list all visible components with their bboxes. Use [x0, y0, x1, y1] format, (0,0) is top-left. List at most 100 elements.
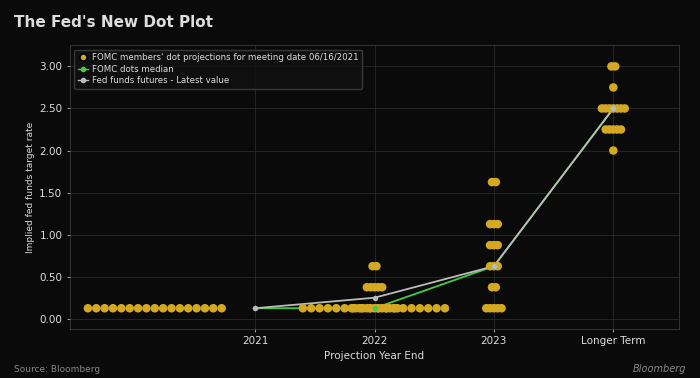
Point — [369, 305, 380, 311]
Point — [610, 64, 621, 70]
Point — [350, 305, 361, 311]
Point — [347, 305, 358, 311]
Point — [484, 242, 496, 248]
Point — [392, 305, 403, 311]
Point — [481, 305, 492, 311]
Point — [492, 263, 503, 269]
Point — [354, 305, 365, 311]
Point — [615, 127, 626, 133]
Point — [612, 105, 623, 112]
Point — [367, 263, 378, 269]
Point — [489, 263, 500, 269]
Point — [372, 305, 384, 311]
Point — [371, 263, 382, 269]
Point — [489, 263, 500, 269]
Point — [608, 84, 619, 90]
Point — [330, 305, 342, 311]
Point — [99, 305, 110, 311]
Point — [369, 284, 380, 290]
Point — [608, 127, 619, 133]
Point — [377, 305, 388, 311]
Point — [406, 305, 417, 311]
Point — [306, 305, 317, 311]
Point — [199, 305, 211, 311]
Point — [384, 305, 395, 311]
Point — [615, 105, 626, 112]
Point — [398, 305, 409, 311]
Point — [600, 127, 611, 133]
Point — [484, 305, 496, 311]
Point — [249, 305, 260, 311]
Point — [132, 305, 144, 311]
Point — [356, 305, 367, 311]
Point — [166, 305, 177, 311]
Point — [364, 305, 375, 311]
Point — [604, 127, 615, 133]
Point — [388, 305, 399, 311]
Point — [191, 305, 202, 311]
Point — [149, 305, 160, 311]
Point — [490, 284, 501, 290]
Text: Source: Bloomberg: Source: Bloomberg — [14, 365, 100, 374]
Point — [489, 242, 500, 248]
Point — [183, 305, 194, 311]
Point — [489, 263, 500, 269]
Point — [608, 105, 619, 112]
X-axis label: Projection Year End: Projection Year End — [324, 351, 425, 361]
Point — [381, 305, 392, 311]
Point — [489, 305, 500, 311]
Point — [124, 305, 135, 311]
Point — [346, 305, 357, 311]
Point — [249, 305, 260, 311]
Point — [484, 263, 496, 269]
Point — [496, 305, 507, 311]
Point — [208, 305, 219, 311]
Point — [490, 179, 501, 185]
Point — [361, 305, 372, 311]
Point — [608, 105, 619, 112]
Point — [158, 305, 169, 311]
Point — [339, 305, 350, 311]
Point — [596, 105, 608, 112]
Point — [608, 147, 619, 153]
Point — [141, 305, 152, 311]
Point — [431, 305, 442, 311]
Point — [489, 221, 500, 227]
Legend: FOMC members' dot projections for meeting date 06/16/2021, FOMC dots median, Fed: FOMC members' dot projections for meetin… — [74, 50, 362, 89]
Point — [91, 305, 102, 311]
Point — [216, 305, 228, 311]
Point — [358, 305, 369, 311]
Text: The Fed's New Dot Plot: The Fed's New Dot Plot — [14, 15, 213, 30]
Point — [107, 305, 118, 311]
Point — [380, 305, 391, 311]
Point — [174, 305, 186, 311]
Point — [369, 295, 380, 301]
Point — [440, 305, 451, 311]
Point — [314, 305, 326, 311]
Point — [372, 284, 384, 290]
Point — [423, 305, 434, 311]
Point — [492, 221, 503, 227]
Point — [484, 221, 496, 227]
Point — [608, 105, 619, 112]
Point — [369, 305, 380, 311]
Point — [414, 305, 426, 311]
Point — [365, 305, 377, 311]
Point — [606, 64, 617, 70]
Point — [83, 305, 94, 311]
Point — [361, 284, 372, 290]
Point — [365, 284, 377, 290]
Point — [600, 105, 611, 112]
Point — [492, 242, 503, 248]
Point — [620, 105, 631, 112]
Point — [298, 305, 309, 311]
Point — [492, 305, 503, 311]
Point — [377, 284, 388, 290]
Point — [116, 305, 127, 311]
Point — [604, 105, 615, 112]
Text: Bloomberg: Bloomberg — [633, 364, 686, 374]
Point — [486, 284, 498, 290]
Point — [389, 305, 400, 311]
Point — [486, 179, 498, 185]
Y-axis label: Implied fed funds target rate: Implied fed funds target rate — [26, 121, 35, 253]
